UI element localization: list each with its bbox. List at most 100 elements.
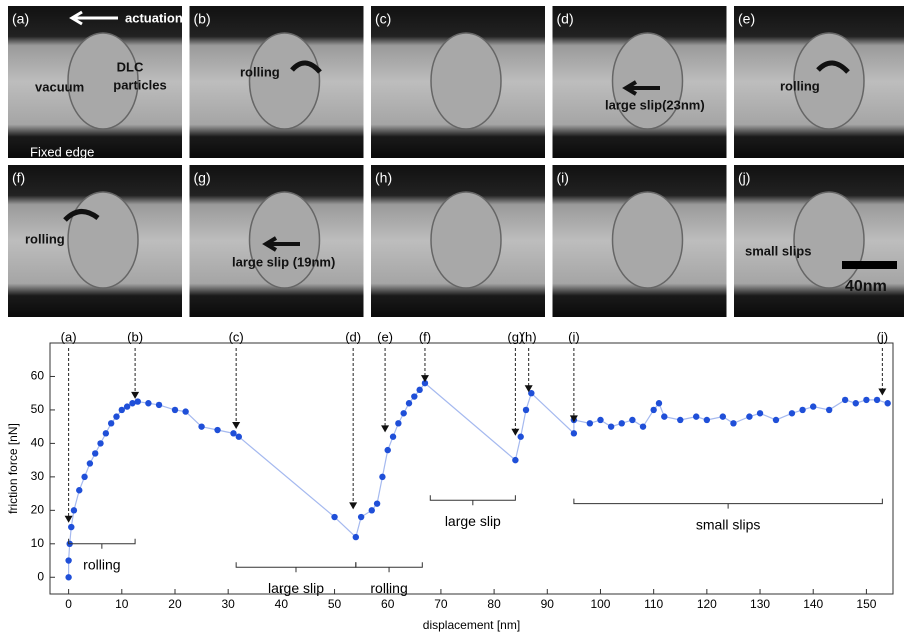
arrow-head: [511, 428, 520, 436]
x-tick-label: 100: [590, 597, 610, 611]
note: Fixed edge: [30, 144, 94, 159]
particle: [248, 32, 321, 130]
data-point: [421, 379, 429, 387]
panel-label: (d): [557, 11, 574, 27]
particle: [611, 32, 684, 130]
x-tick-label: 60: [381, 597, 395, 611]
data-point: [873, 396, 881, 404]
arrow: [622, 80, 660, 96]
y-tick-label: 60: [31, 369, 45, 383]
annotation-label: (c): [229, 329, 244, 344]
note: large slip(23nm): [605, 97, 705, 112]
panel-label: (f): [12, 170, 25, 186]
data-point: [357, 513, 365, 521]
data-point: [113, 413, 120, 420]
data-point: [841, 396, 849, 404]
data-point: [517, 433, 524, 440]
x-tick-label: 30: [221, 597, 235, 611]
data-point: [810, 403, 817, 410]
data-point: [693, 413, 700, 420]
annotation-label: (g): [507, 329, 523, 344]
particle: [793, 191, 865, 289]
note: rolling: [780, 78, 820, 93]
data-point: [214, 426, 221, 434]
data-point: [368, 507, 375, 514]
note: particles: [113, 77, 166, 92]
data-point: [230, 430, 237, 437]
data-point: [661, 413, 668, 420]
panel-label: (j): [738, 170, 750, 186]
data-point: [522, 406, 530, 414]
panel-label: (h): [375, 170, 392, 186]
bracket-label: large slip: [445, 513, 501, 529]
data-point: [118, 406, 126, 414]
data-point: [379, 473, 386, 481]
arrow-head: [569, 415, 578, 423]
y-tick-label: 30: [31, 469, 45, 483]
bracket: [355, 562, 423, 573]
data-point: [155, 401, 163, 409]
arrow: [290, 60, 322, 74]
panel-label: (e): [738, 11, 755, 27]
note: vacuum: [35, 79, 84, 94]
bracket-label: small slips: [696, 516, 761, 532]
data-point: [655, 400, 663, 407]
data-point: [395, 420, 402, 427]
note: large slip (19nm): [232, 254, 335, 269]
data-point: [400, 410, 407, 417]
data-point: [123, 403, 131, 410]
bracket: [573, 498, 883, 509]
plot-frame: [49, 342, 894, 595]
data-point: [92, 450, 99, 457]
note: small slips: [745, 243, 811, 258]
y-tick-label: 10: [31, 536, 45, 550]
particle: [793, 32, 865, 130]
note: DLC: [117, 59, 144, 74]
data-point: [756, 410, 764, 417]
data-point: [512, 456, 519, 464]
x-tick-label: 20: [168, 597, 182, 611]
note: rolling: [25, 231, 65, 246]
data-point: [852, 400, 859, 407]
bracket: [235, 562, 357, 573]
data-point: [384, 446, 391, 454]
data-point: [65, 557, 72, 564]
annotation-label: (h): [521, 329, 537, 344]
data-point: [70, 507, 78, 514]
data-point: [352, 533, 360, 541]
annotation-label: (f): [419, 329, 431, 344]
x-tick-label: 140: [803, 597, 823, 611]
arrow-head: [381, 425, 390, 433]
x-tick-label: 0: [65, 597, 72, 611]
x-tick-label: 50: [328, 597, 342, 611]
particle: [248, 191, 321, 289]
data-point: [788, 410, 796, 417]
particle: [611, 191, 684, 289]
y-tick-label: 40: [31, 436, 45, 450]
x-axis-label: displacement [nm]: [423, 618, 520, 632]
arrow-head: [420, 375, 429, 383]
annotation-label: (b): [127, 329, 143, 344]
x-tick-label: 40: [275, 597, 289, 611]
data-point: [528, 390, 535, 397]
particle: [430, 191, 502, 289]
data-point: [182, 408, 189, 415]
data-point: [639, 423, 647, 430]
data-point: [171, 406, 179, 414]
data-point: [411, 393, 418, 400]
x-tick-label: 130: [750, 597, 770, 611]
data-point: [629, 416, 636, 424]
data-point: [331, 513, 338, 521]
data-point: [586, 420, 594, 427]
annotation-label: (j): [877, 329, 889, 344]
panel-label: (c): [375, 11, 391, 27]
arrow-head: [131, 391, 140, 399]
panel-label: (g): [194, 170, 211, 186]
arrow-head: [232, 422, 241, 430]
x-tick-label: 110: [644, 597, 663, 611]
data-point: [81, 473, 88, 481]
bracket: [429, 495, 516, 506]
data-point: [746, 413, 753, 420]
scale-bar: [842, 261, 897, 269]
